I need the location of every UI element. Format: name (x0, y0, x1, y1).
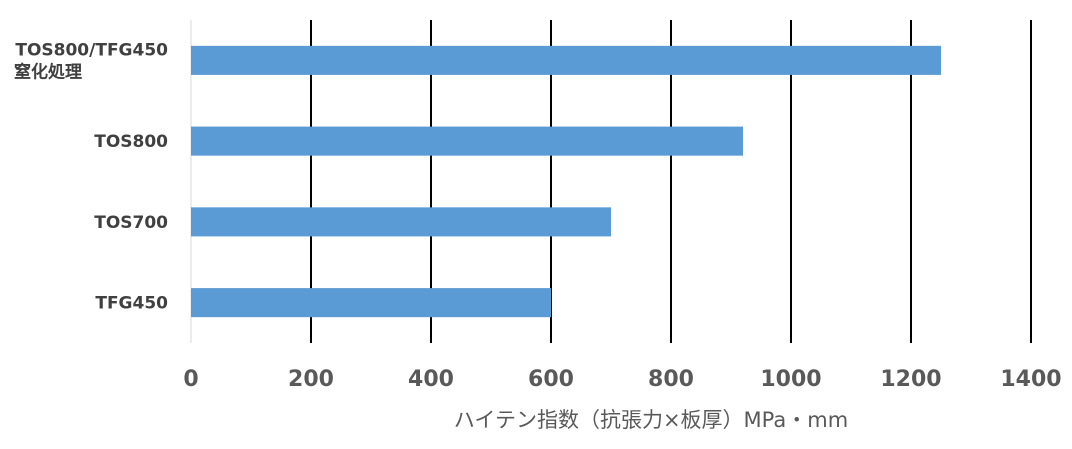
x-tick-label: 1000 (760, 367, 821, 392)
x-tick-label: 0 (183, 367, 198, 392)
x-tick-label: 1200 (880, 367, 941, 392)
category-label: TFG450 (95, 294, 168, 314)
bar (191, 126, 743, 156)
x-tick-label: 400 (408, 367, 454, 392)
x-tick-label: 200 (288, 367, 334, 392)
x-axis-title: ハイテン指数（抗張力×板厚）MPa・mm (454, 408, 848, 432)
x-tick-labels: 0 200 400 600 800 1000 1200 1400 (183, 367, 1061, 392)
category-label: 窒化処理 (14, 61, 82, 82)
category-label: TOS800/TFG450 (15, 40, 168, 60)
bar (191, 207, 611, 237)
x-tick-label: 600 (528, 367, 574, 392)
bars (191, 45, 941, 318)
bar (191, 288, 551, 318)
x-tick-label: 800 (648, 367, 694, 392)
category-label: TOS700 (94, 213, 168, 233)
x-tick-label: 1400 (1000, 367, 1061, 392)
category-label: TOS800 (94, 132, 168, 152)
bar (191, 45, 941, 75)
